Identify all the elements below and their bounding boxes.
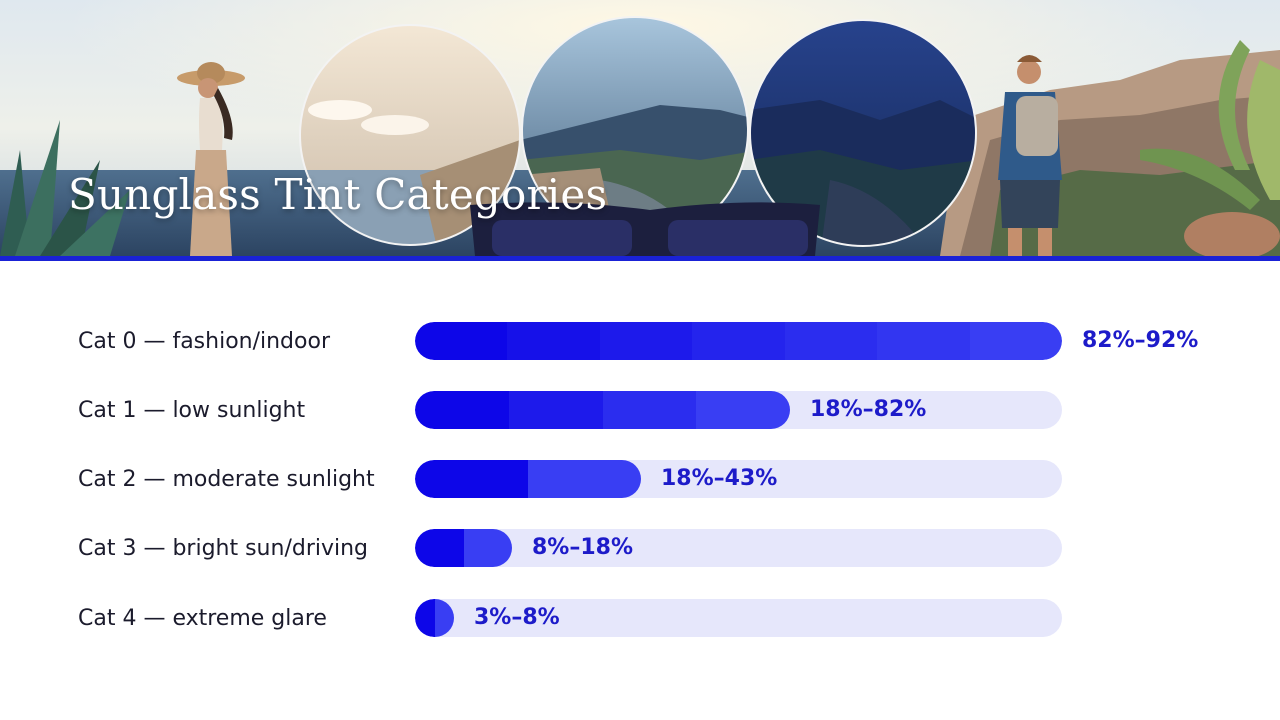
bar-track xyxy=(415,322,1062,360)
bar-segment xyxy=(784,322,878,360)
bar-segment xyxy=(507,322,600,360)
category-label: Cat 0 — fashion/indoor xyxy=(78,328,330,354)
bar-segment xyxy=(599,322,693,360)
bar-segment xyxy=(434,599,454,637)
bar-segment xyxy=(415,529,464,567)
bar-segment xyxy=(508,391,603,429)
bar-segment xyxy=(969,322,1062,360)
bar-segment xyxy=(463,529,512,567)
header-banner: Sunglass Tint Categories xyxy=(0,0,1280,256)
category-label: Cat 3 — bright sun/driving xyxy=(78,535,369,561)
banner-divider xyxy=(0,256,1280,261)
page-title: Sunglass Tint Categories xyxy=(68,170,608,219)
bar-segment xyxy=(415,460,528,498)
value-label: 18%–43% xyxy=(661,466,778,491)
bar xyxy=(415,322,1062,360)
bar-segment xyxy=(415,599,435,637)
category-label: Cat 4 — extreme glare xyxy=(78,605,327,631)
bar-segment xyxy=(692,322,785,360)
sunglasses-frame-icon xyxy=(470,202,820,256)
bar-segment xyxy=(415,322,508,360)
value-label: 8%–18% xyxy=(532,535,634,560)
bar-track xyxy=(415,529,1062,567)
value-label: 82%–92% xyxy=(1082,328,1199,353)
man-figure-icon xyxy=(998,55,1062,256)
bar-segment xyxy=(415,391,509,429)
value-label: 18%–82% xyxy=(810,397,927,422)
bar xyxy=(415,599,454,637)
category-label: Cat 2 — moderate sunlight xyxy=(78,466,375,492)
bar-track xyxy=(415,391,1062,429)
category-label: Cat 1 — low sunlight xyxy=(78,397,306,423)
bar-track xyxy=(415,460,1062,498)
bar-chart: Cat 0 — fashion/indoor 82%–92% Cat 1 — low… xyxy=(0,261,1280,720)
woman-figure-icon xyxy=(177,62,245,256)
bar-segment xyxy=(696,391,790,429)
bar xyxy=(415,529,512,567)
value-label: 3%–8% xyxy=(474,605,560,630)
bar xyxy=(415,391,790,429)
bar xyxy=(415,460,641,498)
bar-track xyxy=(415,599,1062,637)
bar-segment xyxy=(602,391,697,429)
bar-segment xyxy=(528,460,641,498)
bar-segment xyxy=(877,322,970,360)
scenic-illustration xyxy=(0,0,1280,256)
